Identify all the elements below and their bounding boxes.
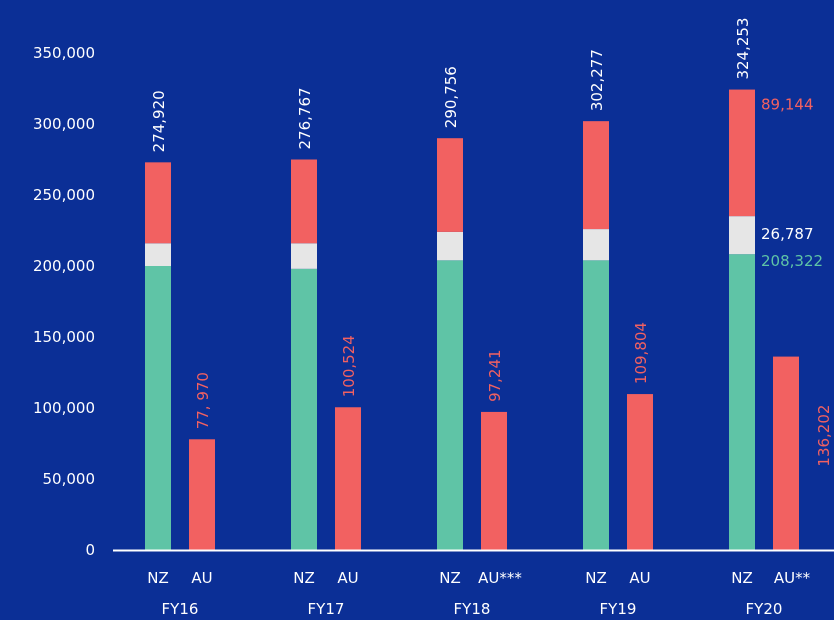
x-tick-label-au: AU [629, 569, 650, 587]
nz-total-label: 324,253 [734, 18, 752, 80]
au-value-label: 136,202 [815, 405, 833, 467]
au-bar [335, 407, 361, 550]
x-tick-label-nz: NZ [585, 569, 607, 587]
nz-bar-segment-grey [583, 229, 609, 261]
au-value-label: 77, 970 [194, 372, 212, 429]
x-axis: NZ AU FY16 NZ AU FY17 NZ AU*** FY18 NZ AU FY19 NZ AU*… [113, 549, 834, 618]
x-tick-label-nz: NZ [439, 569, 461, 587]
x-tick-label-nz: NZ [293, 569, 315, 587]
y-axis: 0 50,000 100,000 150,000 200,000 250,000 300,0… [33, 44, 95, 559]
year-label: FY18 [454, 600, 491, 618]
nz-bar-segment-grey [145, 243, 171, 266]
nz-bar-segment-grey [437, 231, 463, 261]
nz-bar-segment-green [729, 254, 755, 551]
y-tick-label: 350,000 [33, 44, 95, 62]
nz-bar-segment-red [291, 159, 317, 244]
x-tick-label-au: AU [191, 569, 212, 587]
x-tick-label-au: AU** [774, 569, 811, 587]
data-labels: 274,920 77, 970 276,767 100,524 290,756 97,24… [150, 18, 833, 467]
nz-bar-segment-red [145, 162, 171, 244]
nz-total-label: 290,756 [442, 66, 460, 128]
nz-bar-segment-green [145, 266, 171, 550]
nz-bar-segment-grey [729, 216, 755, 255]
nz-bar-segment-red [583, 121, 609, 230]
y-tick-label: 250,000 [33, 186, 95, 204]
au-value-label: 100,524 [340, 335, 358, 397]
nz-total-label: 276,767 [296, 87, 314, 149]
nz-bar-segment-green [583, 260, 609, 550]
year-label: FY16 [162, 600, 199, 618]
nz-bar-segment-red [729, 89, 755, 217]
x-tick-label-au: AU*** [478, 569, 522, 587]
au-value-label: 109,804 [632, 322, 650, 384]
bars [145, 89, 799, 551]
year-label: FY20 [746, 600, 783, 618]
y-tick-label: 200,000 [33, 257, 95, 275]
nz-segment-label-green: 208,322 [761, 252, 823, 270]
nz-total-label: 302,277 [588, 49, 606, 111]
x-tick-label-au: AU [337, 569, 358, 587]
nz-bar-segment-green [291, 268, 317, 550]
au-value-label: 97,241 [486, 349, 504, 402]
y-tick-label: 0 [85, 541, 95, 559]
au-bar [773, 356, 799, 550]
year-label: FY19 [600, 600, 637, 618]
nz-segment-label-red: 89,144 [761, 96, 814, 114]
au-bar [627, 394, 653, 550]
year-label: FY17 [308, 600, 345, 618]
x-tick-label-nz: NZ [731, 569, 753, 587]
au-bar [189, 439, 215, 550]
nz-segment-label-grey: 26,787 [761, 225, 814, 243]
nz-bar-segment-grey [291, 243, 317, 269]
y-tick-label: 150,000 [33, 328, 95, 346]
nz-total-label: 274,920 [150, 90, 168, 152]
y-tick-label: 100,000 [33, 399, 95, 417]
nz-bar-segment-green [437, 260, 463, 550]
y-tick-label: 50,000 [43, 470, 96, 488]
x-tick-label-nz: NZ [147, 569, 169, 587]
y-tick-label: 300,000 [33, 115, 95, 133]
au-bar [481, 411, 507, 550]
nz-bar-segment-red [437, 138, 463, 232]
